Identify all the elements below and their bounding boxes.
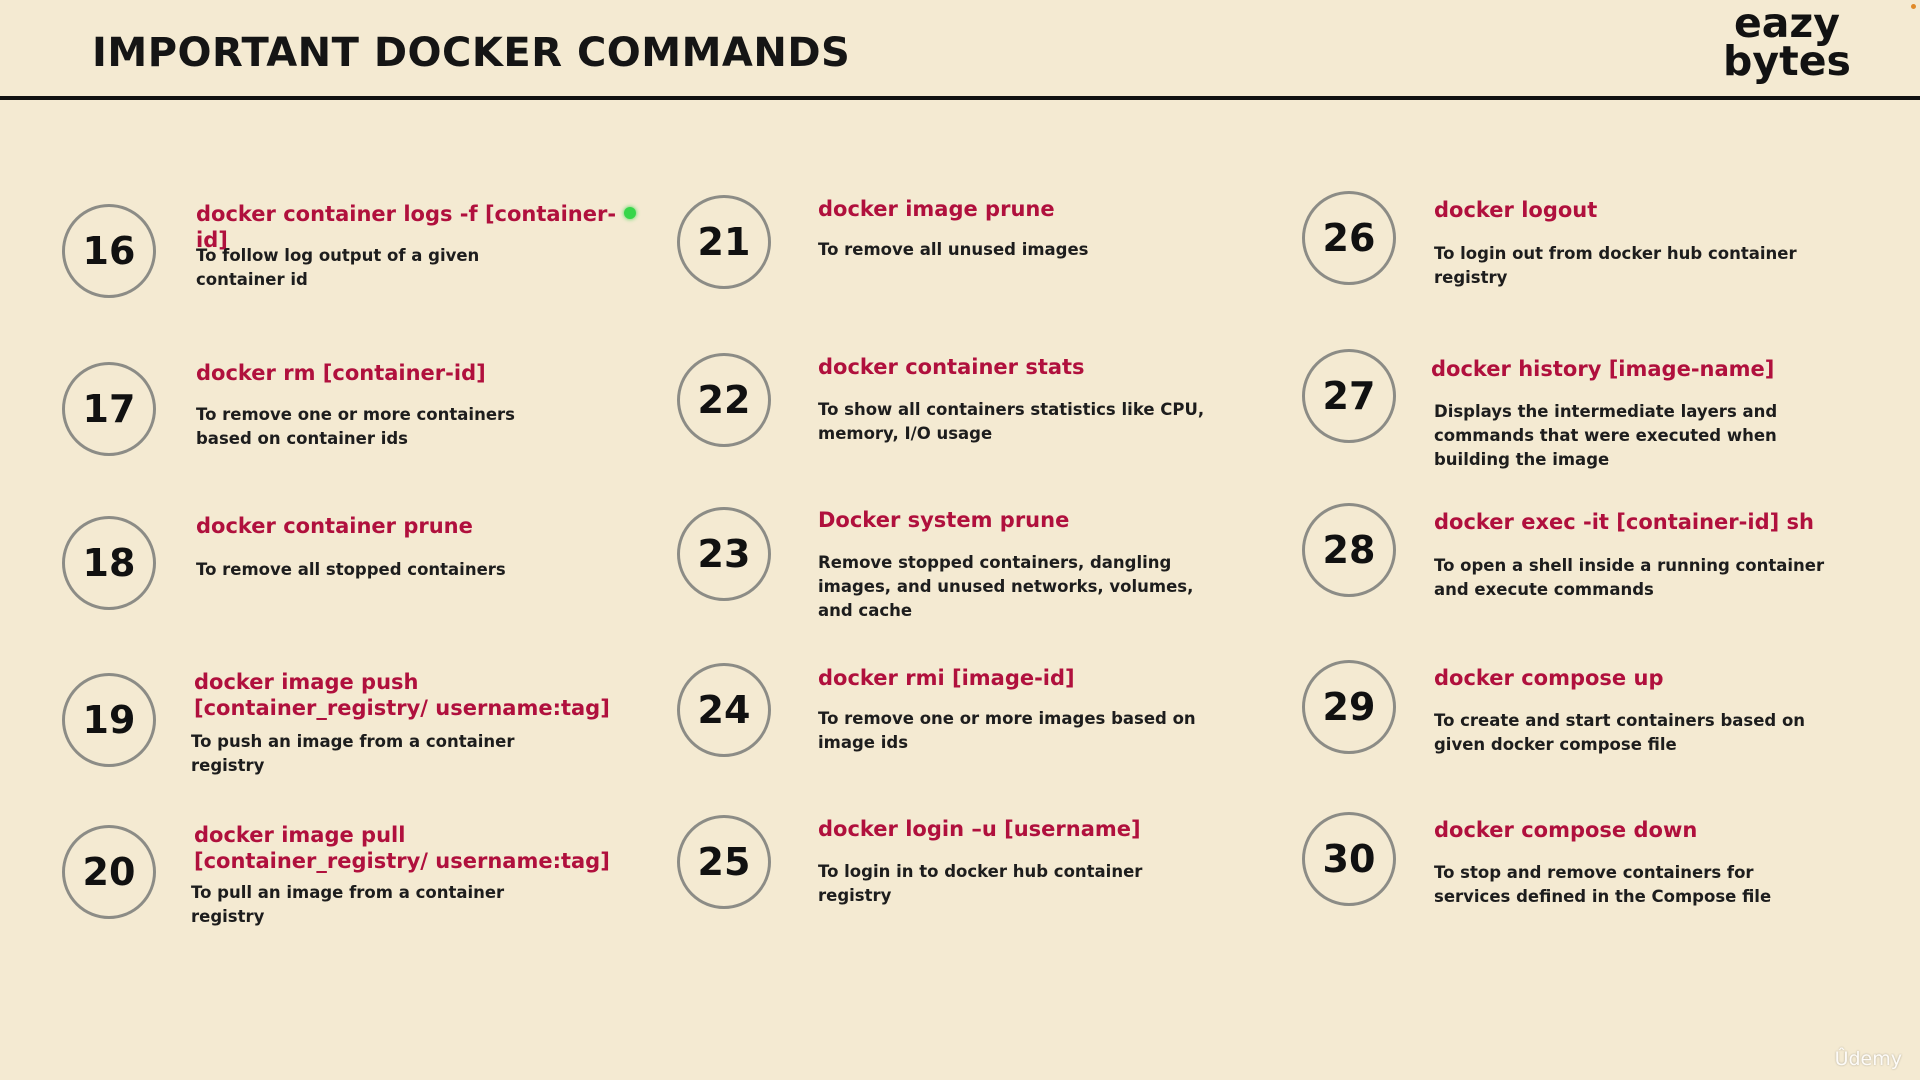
command-item-16: 16 docker container logs -f [container-i… xyxy=(62,202,662,334)
command-number: 25 xyxy=(677,815,771,909)
command-number: 17 xyxy=(62,362,156,456)
command-name: docker image push [container_registry/ u… xyxy=(194,670,610,720)
command-name: docker rmi [image-id] xyxy=(818,666,1075,690)
command-name: docker container prune xyxy=(196,514,473,538)
command-item-25: 25 docker login –u [username] To login i… xyxy=(677,815,1277,945)
command-item-28: 28 docker exec -it [container-id] sh To … xyxy=(1302,503,1902,633)
command-description: To login in to docker hub container regi… xyxy=(818,862,1143,905)
command-number: 29 xyxy=(1302,660,1396,754)
command-number: 16 xyxy=(62,204,156,298)
command-name: docker container stats xyxy=(818,355,1085,379)
command-item-27: 27 docker history [image-name] Displays … xyxy=(1302,349,1902,479)
command-item-24: 24 docker rmi [image-id] To remove one o… xyxy=(677,663,1277,793)
command-description: To stop and remove containers for servic… xyxy=(1434,863,1772,906)
command-name: docker history [image-name] xyxy=(1431,357,1775,381)
logo-line-2: bytes xyxy=(1723,37,1851,85)
page-title: IMPORTANT DOCKER COMMANDS xyxy=(92,30,851,76)
command-number: 30 xyxy=(1302,812,1396,906)
command-item-26: 26 docker logout To login out from docke… xyxy=(1302,191,1902,321)
command-item-20: 20 docker image pull [container_registry… xyxy=(62,823,662,955)
command-item-23: 23 Docker system prune Remove stopped co… xyxy=(677,507,1277,637)
command-number: 22 xyxy=(677,353,771,447)
command-description: Displays the intermediate layers and com… xyxy=(1434,402,1778,469)
status-dot-icon xyxy=(624,207,636,219)
command-description: To show all containers statistics like C… xyxy=(818,400,1205,443)
command-number: 21 xyxy=(677,195,771,289)
eazybytes-logo: eazy bytes xyxy=(1722,0,1852,85)
header-bar: IMPORTANT DOCKER COMMANDS eazy bytes xyxy=(0,0,1920,100)
command-description: To pull an image from a container regist… xyxy=(191,883,505,926)
command-number: 19 xyxy=(62,673,156,767)
command-item-19: 19 docker image push [container_registry… xyxy=(62,670,662,803)
command-description: To remove one or more containers based o… xyxy=(196,405,515,448)
command-name: docker compose down xyxy=(1434,818,1698,842)
command-description: To push an image from a container regist… xyxy=(191,732,515,775)
command-name: docker rm [container-id] xyxy=(196,361,486,385)
command-description: To open a shell inside a running contain… xyxy=(1434,556,1825,599)
command-item-17: 17 docker rm [container-id] To remove on… xyxy=(62,361,662,492)
command-name: Docker system prune xyxy=(818,508,1070,532)
command-description: To create and start containers based on … xyxy=(1434,711,1806,754)
command-name: docker compose up xyxy=(1434,666,1664,690)
command-name: docker image prune xyxy=(818,197,1055,221)
command-name: docker exec -it [container-id] sh xyxy=(1434,510,1814,534)
command-number: 20 xyxy=(62,825,156,919)
udemy-watermark: Ûdemy xyxy=(1834,1048,1902,1070)
logo-line-1: eazy xyxy=(1733,0,1841,47)
command-number: 26 xyxy=(1302,191,1396,285)
command-name: docker logout xyxy=(1434,198,1598,222)
command-number: 18 xyxy=(62,516,156,610)
command-number: 28 xyxy=(1302,503,1396,597)
command-description: Remove stopped containers, dangling imag… xyxy=(818,553,1194,620)
command-item-22: 22 docker container stats To show all co… xyxy=(677,353,1277,483)
command-name: docker image pull [container_registry/ u… xyxy=(194,823,610,873)
command-name: docker container logs -f [container-id] xyxy=(196,202,617,252)
command-name: docker login –u [username] xyxy=(818,817,1141,841)
command-number: 27 xyxy=(1302,349,1396,443)
corner-dot-icon xyxy=(1911,4,1916,9)
command-number: 24 xyxy=(677,663,771,757)
command-item-29: 29 docker compose up To create and start… xyxy=(1302,660,1902,790)
command-item-30: 30 docker compose down To stop and remov… xyxy=(1302,812,1902,942)
command-description: To remove one or more images based on im… xyxy=(818,709,1196,752)
command-number: 23 xyxy=(677,507,771,601)
command-item-18: 18 docker container prune To remove all … xyxy=(62,514,662,646)
command-item-21: 21 docker image prune To remove all unus… xyxy=(677,195,1277,325)
command-description: To login out from docker hub container r… xyxy=(1434,244,1797,287)
command-description: To remove all stopped containers xyxy=(196,560,506,579)
command-description: To remove all unused images xyxy=(818,240,1089,259)
command-description: To follow log output of a given containe… xyxy=(196,246,480,289)
